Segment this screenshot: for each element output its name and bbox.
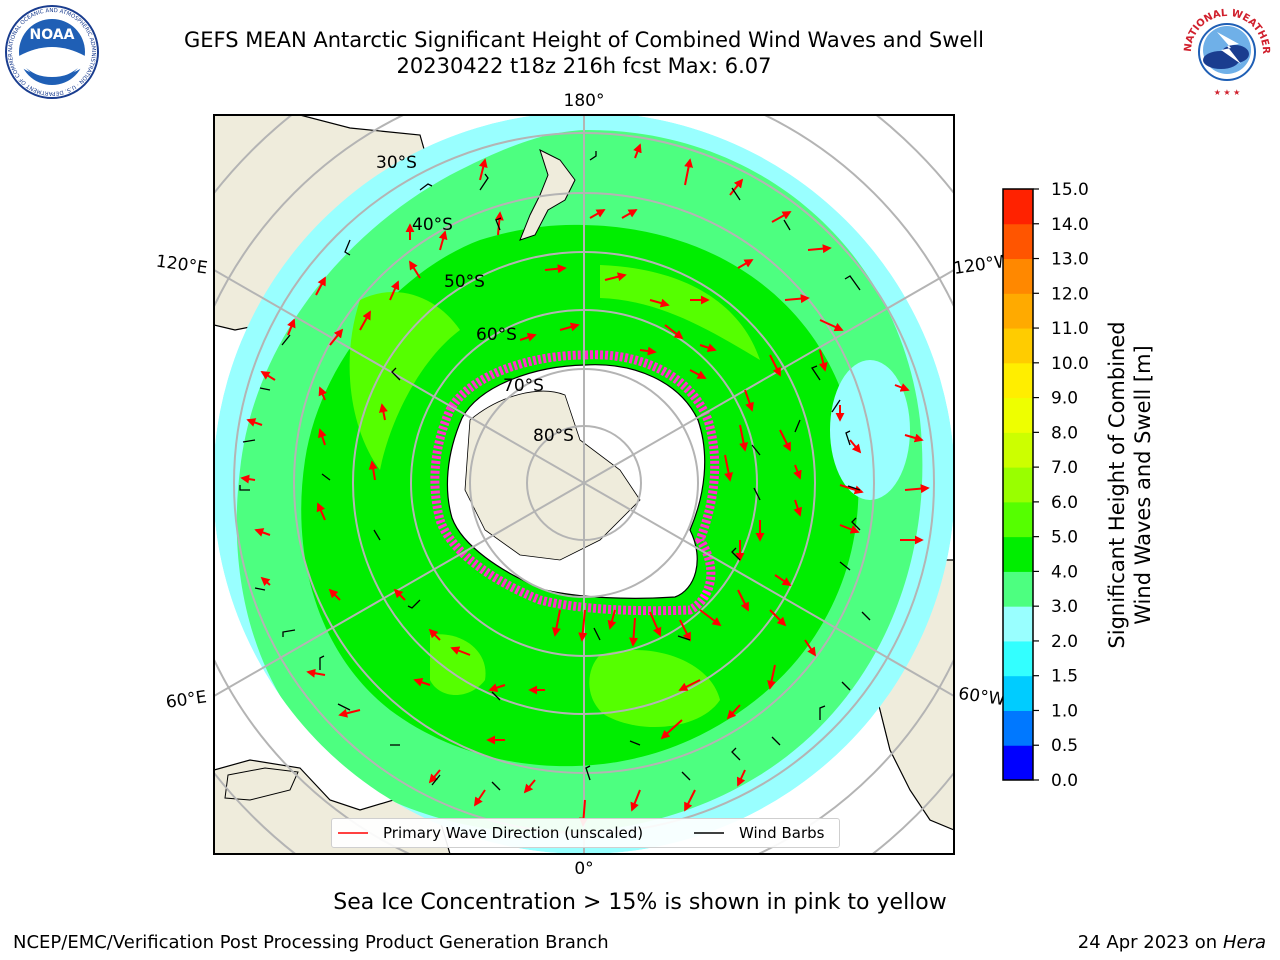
colorbar-tick-label: 10.0 (1051, 354, 1089, 374)
legend-wave-direction-label: Primary Wave Direction (unscaled) (383, 824, 644, 842)
colorbar-segment (1003, 328, 1033, 364)
colorbar-tick-label: 15.0 (1051, 180, 1089, 200)
colorbar-segment (1003, 258, 1033, 294)
map-title: GEFS MEAN Antarctic Significant Height o… (183, 28, 985, 52)
lon-label-60e: 60°E (165, 687, 208, 712)
colorbar-tick-label: 1.0 (1051, 701, 1078, 721)
colorbar-tick-label: 0.5 (1051, 736, 1078, 756)
colorbar-segment (1003, 536, 1033, 572)
colorbar-segment (1003, 189, 1033, 225)
wave-direction-legend-line (338, 832, 368, 834)
nws-logo: NATIONAL WEATHER SERVICE ★ ★ ★ (1177, 2, 1274, 99)
lat-label-80s: 80°S (533, 426, 574, 446)
band-5m-a (600, 265, 760, 360)
lat-label-70s: 70°S (503, 376, 544, 396)
lon-label-0: 0° (574, 859, 593, 879)
colorbar-tick-label: 7.0 (1051, 458, 1078, 478)
colorbar-tick-label: 6.0 (1051, 493, 1078, 513)
colorbar-segment (1003, 432, 1033, 468)
colorbar-label-line1: Significant Height of Combined (1105, 321, 1129, 648)
colorbar-tick-label: 1.5 (1051, 667, 1078, 687)
colorbar-segment (1003, 710, 1033, 746)
map-legend: Primary Wave Direction (unscaled) Wind B… (331, 818, 840, 848)
colorbar-tick-label: 11.0 (1051, 319, 1089, 339)
sea-ice-edge (430, 350, 720, 616)
colorbar-tick-label: 12.0 (1051, 284, 1089, 304)
colorbar-tick-label: 0.0 (1051, 771, 1078, 791)
lon-label-60w: 60°W (957, 684, 1006, 710)
colorbar-segment (1003, 293, 1033, 329)
lon-label-180: 180° (564, 91, 605, 111)
band-5m-c (589, 650, 720, 727)
colorbar-segment (1003, 362, 1033, 399)
colorbar: 0.0 0.5 1.0 1.5 2.0 3.0 4.0 5.0 6.0 7.0 8.0 9.0 10.0… (1002, 180, 1155, 791)
colorbar-tick-label: 4.0 (1051, 562, 1078, 582)
noaa-logo: NOAA NATIONAL OCEANIC AND ATMOSPHERIC AD… (4, 4, 99, 99)
lat-label-60s: 60°S (476, 325, 517, 345)
wind-barbs-legend-line (694, 832, 724, 834)
colorbar-segment (1003, 640, 1033, 677)
footer-machine: Hera (1222, 932, 1266, 953)
colorbar-segment (1003, 501, 1033, 538)
colorbar-segment (1003, 675, 1033, 711)
band-5m-d (430, 634, 486, 695)
lat-label-30s: 30°S (376, 153, 417, 173)
lon-label-120e: 120°E (155, 252, 209, 279)
lat-label-50s: 50°S (444, 272, 485, 292)
colorbar-segment (1003, 745, 1033, 781)
colorbar-segment (1003, 397, 1033, 433)
legend-wind-barbs-label: Wind Barbs (739, 824, 825, 842)
colorbar-segment (1003, 571, 1033, 607)
footer-date: 24 Apr 2023 on Hera (1077, 932, 1266, 953)
svg-text:NOAA: NOAA (30, 27, 75, 43)
wind-barbs (239, 151, 871, 791)
colorbar-segment (1003, 223, 1033, 260)
sea-ice-note: Sea Ice Concentration > 15% is shown in … (333, 890, 947, 915)
lat-label-40s: 40°S (412, 215, 453, 235)
map-subtitle: 20230422 t18z 216h fcst Max: 6.07 (396, 54, 772, 78)
colorbar-tick-label: 8.0 (1051, 423, 1078, 443)
map-frame (213, 114, 955, 855)
colorbar-tick-label: 5.0 (1051, 528, 1078, 548)
colorbar-tick-label: 13.0 (1051, 250, 1089, 270)
colorbar-label-line2: Wind Waves and Swell [m] (1131, 345, 1155, 625)
colorbar-tick-label: 14.0 (1051, 215, 1089, 235)
colorbar-segment (1003, 467, 1033, 503)
colorbar-tick-label: 9.0 (1051, 389, 1078, 409)
colorbar-tick-label: 3.0 (1051, 597, 1078, 617)
colorbar-tick-label: 2.0 (1051, 632, 1078, 652)
wave-direction-arrows (240, 143, 930, 827)
svg-text:★ ★ ★: ★ ★ ★ (1214, 88, 1241, 97)
colorbar-segment (1003, 606, 1033, 642)
footer-branch: NCEP/EMC/Verification Post Processing Pr… (13, 932, 609, 953)
